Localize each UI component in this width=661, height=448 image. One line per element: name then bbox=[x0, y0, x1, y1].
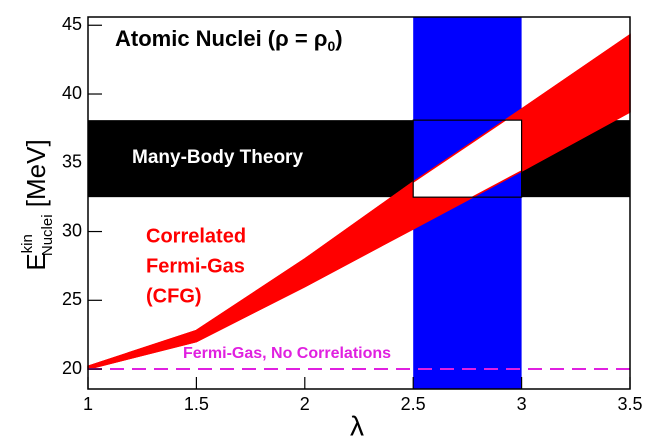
chart-title: Atomic Nuclei (ρ = ρ0) bbox=[115, 26, 343, 54]
y-tick-label: 40 bbox=[62, 83, 82, 103]
overlap-outline bbox=[412, 119, 523, 198]
band-area bbox=[87, 33, 631, 371]
x-tick-label: 3 bbox=[517, 394, 527, 414]
series-label: Fermi-Gas bbox=[146, 255, 245, 277]
x-tick-label: 1 bbox=[83, 394, 93, 414]
lower-edge bbox=[87, 111, 631, 370]
x-tick-label: 2.5 bbox=[401, 394, 426, 414]
plot-frame bbox=[87, 16, 631, 390]
y-tick-label: 20 bbox=[62, 358, 82, 378]
y-tick-label: 30 bbox=[62, 220, 82, 240]
title-part: ) bbox=[335, 26, 342, 51]
x-tick-label: 1.5 bbox=[184, 394, 209, 414]
series-label: Correlated bbox=[146, 225, 246, 247]
upper-edge bbox=[87, 34, 631, 368]
y-tick-label: 35 bbox=[62, 152, 82, 172]
y-tick-label: 45 bbox=[62, 14, 82, 34]
y-axis-label: Ekin Nuclei [MeV] bbox=[19, 139, 56, 270]
reference-label: Fermi-Gas, No Correlations bbox=[183, 345, 391, 362]
title-part: 0 bbox=[327, 38, 335, 54]
x-tick-label: 2 bbox=[300, 394, 310, 414]
title-part: Atomic Nuclei (ρ = ρ bbox=[115, 26, 327, 51]
overlap-region bbox=[413, 120, 522, 198]
y-tick-label: 25 bbox=[62, 289, 82, 309]
y-axis-label-part: [MeV] bbox=[21, 139, 51, 214]
x-axis-label: λ bbox=[350, 410, 364, 441]
y-axis-label-part: E bbox=[21, 253, 51, 270]
y-axis-label-part: Nuclei bbox=[39, 214, 56, 256]
band-label: Many-Body Theory bbox=[132, 147, 303, 168]
y-axis-label-part: kin bbox=[19, 234, 36, 253]
series-label: (CFG) bbox=[146, 285, 202, 307]
x-tick-label: 3.5 bbox=[617, 394, 642, 414]
